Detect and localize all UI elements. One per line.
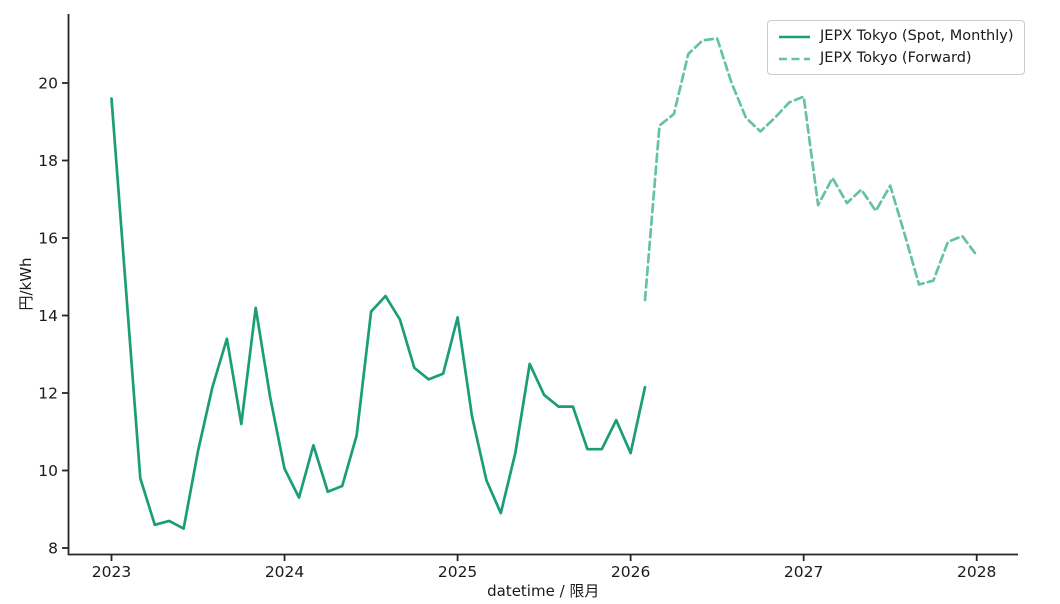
axes-spines — [67, 14, 1018, 556]
legend-item-spot: JEPX Tokyo (Spot, Monthly) — [778, 27, 1013, 46]
y-tick-label: 14 — [38, 307, 58, 325]
y-tick-label: 12 — [38, 385, 58, 403]
y-tick-label: 18 — [38, 152, 58, 170]
forward-price-line — [643, 37, 979, 302]
spot-price-line — [110, 97, 647, 530]
legend-label-spot: JEPX Tokyo (Spot, Monthly) — [820, 28, 1014, 44]
y-tick-label: 10 — [38, 462, 58, 480]
legend: JEPX Tokyo (Spot, Monthly) JEPX Tokyo (F… — [767, 20, 1026, 75]
x-tick-label: 2028 — [957, 563, 996, 581]
legend-item-forward: JEPX Tokyo (Forward) — [778, 49, 1013, 68]
x-tick-label: 2023 — [92, 563, 131, 581]
y-tick-label: 16 — [38, 230, 58, 248]
legend-solid-line-swatch — [779, 35, 810, 38]
x-tick-label: 2025 — [438, 563, 477, 581]
x-axis-label: datetime / 限月 — [487, 582, 599, 600]
y-tick-label: 20 — [38, 75, 58, 93]
legend-label-forward: JEPX Tokyo (Forward) — [820, 50, 972, 66]
x-tick-label: 2024 — [265, 563, 304, 581]
y-axis-label: 円/kWh — [17, 257, 35, 310]
x-tick-label: 2027 — [784, 563, 823, 581]
y-tick-label: 8 — [48, 540, 58, 558]
legend-dashed-line-swatch — [779, 57, 810, 60]
x-tick-label: 2026 — [611, 563, 650, 581]
